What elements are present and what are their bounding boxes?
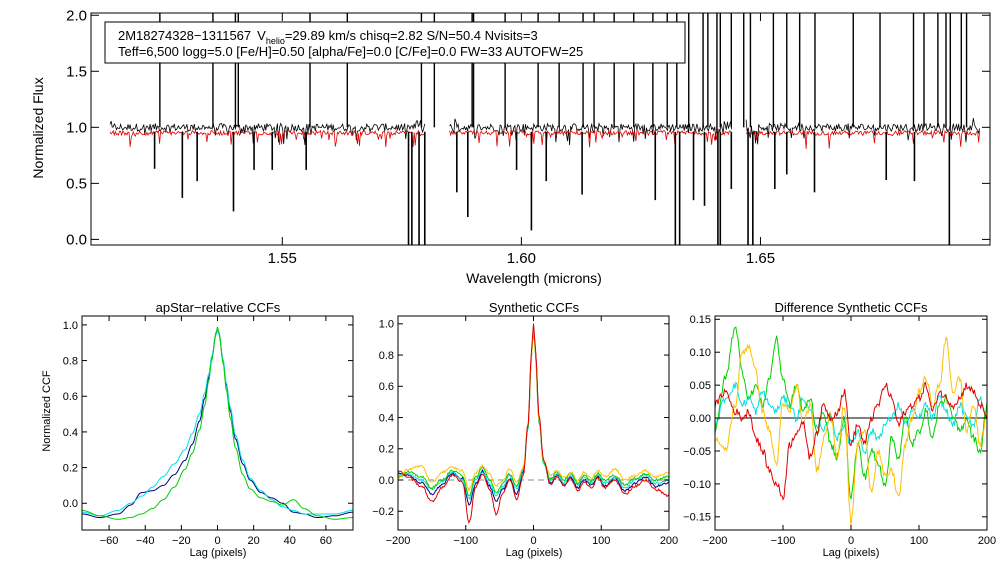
y-tick-label: 1.0 [66, 120, 87, 137]
spectrum-ticks: 1.55 1.60 1.65 0.0 0.5 1.0 1.5 2.0 [66, 7, 990, 267]
y-tick-label: 0.5 [66, 176, 87, 193]
x-tick-label: −200 [703, 535, 728, 547]
annotation-line-2: Teff=6,500 logg=5.0 [Fe/H]=0.50 [alpha/F… [118, 44, 583, 59]
y-tick-label: 0.10 [690, 347, 711, 359]
apstar-ccf-x-label: Lag (pixels) [190, 547, 247, 559]
x-tick-label: 200 [660, 535, 678, 547]
spectrum-panel: 1.55 1.60 1.65 0.0 0.5 1.0 1.5 2.0 Wavelength (… [30, 7, 991, 286]
y-tick-label: 1.5 [66, 64, 87, 81]
spectrum-x-label: Wavelength (microns) [466, 270, 602, 286]
y-tick-label: −0.10 [683, 479, 711, 491]
y-tick-label: 0.4 [63, 427, 78, 439]
y-tick-label: 0.8 [63, 355, 78, 367]
difference-ccf-x-label: Lag (pixels) [823, 547, 880, 559]
apstar-ccf-y-label: Normalized CCF [41, 370, 53, 452]
y-tick-label: 0.2 [63, 462, 78, 474]
synthetic-ccf-frame [397, 315, 670, 531]
synthetic-ccf-title: Synthetic CCFs [489, 300, 580, 315]
apstar-ccf-plot-area [82, 326, 353, 520]
annotation-v-subscript: helio [266, 36, 285, 46]
synthetic-ccf-x-label: Lag (pixels) [506, 547, 563, 559]
spectrum-y-label: Normalized Flux [30, 77, 46, 178]
x-tick-label: 1.65 [746, 250, 775, 267]
apstar-ccf-title: apStar−relative CCFs [156, 300, 281, 315]
x-tick-label: 1.55 [268, 250, 297, 267]
difference-ccf-plot-area [715, 326, 987, 527]
ccf-series-2 [82, 326, 353, 520]
y-tick-label: 0.0 [379, 475, 394, 487]
difference-ccf-panel: Difference Synthetic CCFs −200 −100 0 100 20… [683, 300, 996, 559]
y-tick-label: 0.00 [690, 413, 711, 425]
synthetic-ccf-plot-area [398, 323, 669, 525]
y-tick-label: −0.05 [683, 446, 711, 458]
ccf-series-0 [715, 381, 987, 455]
ccf-series-2 [398, 326, 669, 497]
y-tick-label: 0.2 [379, 444, 394, 456]
spectrum-series-1 [449, 129, 732, 148]
annotation-box-frame [104, 21, 686, 64]
spectrum-series-0 [109, 120, 426, 145]
ccf-series-1 [715, 326, 987, 500]
x-tick-label: −200 [386, 535, 411, 547]
annotation-line-1: 2M18274328−1311567 Vhelio=29.89 km/s chis… [118, 28, 538, 46]
apstar-ccf-frame [81, 315, 354, 531]
x-tick-label: 100 [592, 535, 610, 547]
y-tick-label: 0.05 [690, 380, 711, 392]
y-tick-label: −0.15 [683, 512, 711, 524]
y-tick-label: 2.0 [66, 7, 87, 24]
x-tick-label: −60 [100, 535, 119, 547]
x-tick-label: 0 [530, 535, 536, 547]
apstar-ccf-panel: apStar−relative CCFs −60 −40 −20 0 20 40 60 0.0… [41, 300, 354, 559]
y-tick-label: 0.6 [63, 391, 78, 403]
spectrum-plot-area [109, 13, 981, 245]
x-tick-label: 20 [248, 535, 260, 547]
difference-ccf-ticks: −200 −100 0 100 200 −0.15 −0.10 −0.05 0.00 0.05 0.… [683, 314, 996, 547]
y-tick-label: 0.6 [379, 381, 394, 393]
y-tick-label: 0.0 [66, 232, 87, 249]
ccf-series-0 [82, 328, 353, 518]
y-tick-label: 0.4 [379, 412, 394, 424]
x-tick-label: −100 [453, 535, 478, 547]
spectrum-series-1 [745, 129, 981, 150]
ccf-series-1 [82, 328, 353, 517]
x-tick-label: 60 [320, 535, 332, 547]
spectrum-frame [90, 12, 991, 246]
x-tick-label: 100 [910, 535, 928, 547]
y-tick-label: 1.0 [379, 319, 394, 331]
x-tick-label: 1.60 [507, 250, 536, 267]
x-tick-label: 0 [848, 535, 854, 547]
x-tick-label: 200 [978, 535, 996, 547]
y-tick-label: −0.2 [372, 506, 394, 518]
difference-ccf-title: Difference Synthetic CCFs [775, 300, 928, 315]
ccf-series-3 [398, 326, 669, 492]
synthetic-ccf-panel: Synthetic CCFs −200 −100 0 100 200 −0.2 0.0 0.2… [372, 300, 678, 559]
spectrum-series-1 [109, 129, 426, 148]
spectrum-annotation-box: 2M18274328−1311567 Vhelio=29.89 km/s chis… [104, 21, 686, 64]
y-tick-label: 0.15 [690, 314, 711, 326]
annotation-line-1-values: =29.89 km/s chisq=2.82 S/N=50.4 Nvisits=… [285, 28, 538, 43]
annotation-v: V [257, 28, 266, 43]
synthetic-ccf-ticks: −200 −100 0 100 200 −0.2 0.0 0.2 0.4 0.6 0.8 1.0 [372, 316, 678, 547]
ccf-series-1 [398, 325, 669, 501]
ccf-series-3 [715, 381, 987, 501]
y-tick-label: 1.0 [63, 320, 78, 332]
ccf-series-0 [398, 325, 669, 506]
spectrum-series-0 [449, 118, 732, 146]
y-tick-label: 0.8 [379, 350, 394, 362]
ccf-series-4 [398, 323, 669, 525]
x-tick-label: 0 [214, 535, 220, 547]
annotation-star-id: 2M18274328−1311567 [118, 28, 251, 43]
apstar-ccf-ticks: −60 −40 −20 0 20 40 60 0.0 0.2 0.4 0.6 0.8 1.0 [63, 316, 353, 547]
y-tick-label: 0.0 [63, 498, 78, 510]
x-tick-label: −40 [136, 535, 155, 547]
x-tick-label: −20 [172, 535, 191, 547]
x-tick-label: −100 [771, 535, 796, 547]
x-tick-label: 40 [284, 535, 296, 547]
